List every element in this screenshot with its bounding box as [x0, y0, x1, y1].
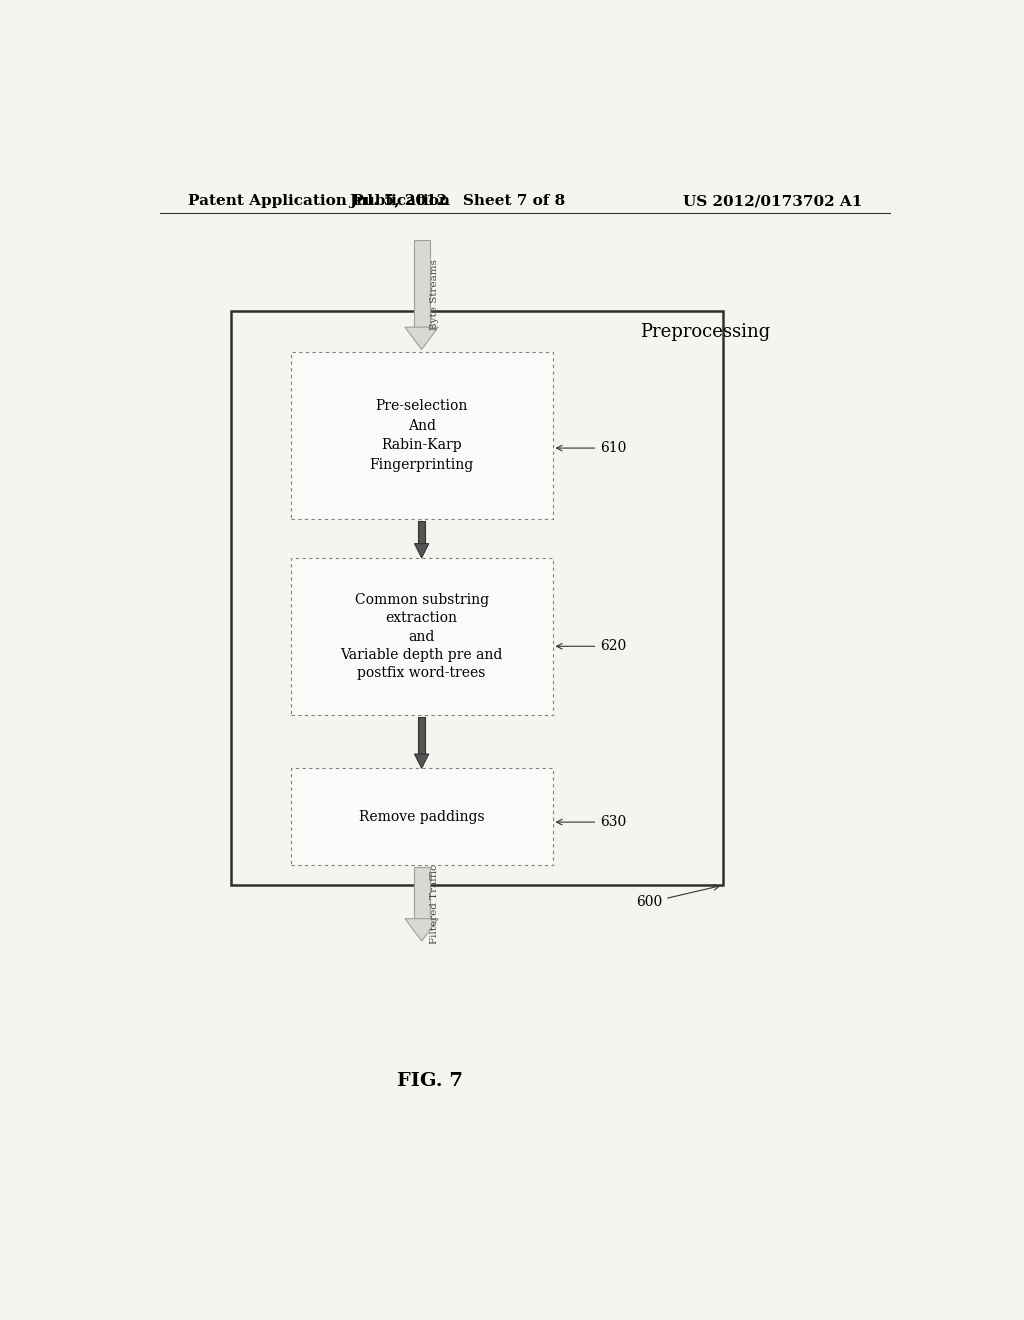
Polygon shape [404, 327, 438, 350]
Text: Preprocessing: Preprocessing [640, 323, 770, 341]
Text: Common substring
extraction
and
Variable depth pre and
postfix word-trees: Common substring extraction and Variable… [340, 593, 503, 680]
Text: Remove paddings: Remove paddings [358, 809, 484, 824]
Text: Byte Streams: Byte Streams [430, 259, 439, 330]
Text: 600: 600 [636, 884, 719, 909]
Text: 620: 620 [557, 639, 627, 653]
Text: 630: 630 [557, 816, 627, 829]
Text: FIG. 7: FIG. 7 [396, 1072, 463, 1090]
Bar [414, 240, 430, 327]
Text: Pre-selection
And
Rabin-Karp
Fingerprinting: Pre-selection And Rabin-Karp Fingerprint… [370, 399, 474, 471]
Polygon shape [415, 544, 429, 558]
Polygon shape [404, 919, 438, 941]
Bar [291, 351, 553, 519]
Bar [419, 718, 425, 754]
Polygon shape [415, 754, 429, 768]
Bar [291, 558, 553, 715]
Bar [414, 867, 430, 919]
Bar [231, 312, 723, 886]
Text: 610: 610 [557, 441, 627, 455]
Text: Patent Application Publication: Patent Application Publication [187, 194, 450, 209]
Text: Jul. 5, 2012   Sheet 7 of 8: Jul. 5, 2012 Sheet 7 of 8 [349, 194, 565, 209]
Bar [419, 521, 425, 544]
Text: US 2012/0173702 A1: US 2012/0173702 A1 [683, 194, 862, 209]
Text: Filtered Traffic: Filtered Traffic [430, 865, 439, 944]
Bar [291, 768, 553, 865]
